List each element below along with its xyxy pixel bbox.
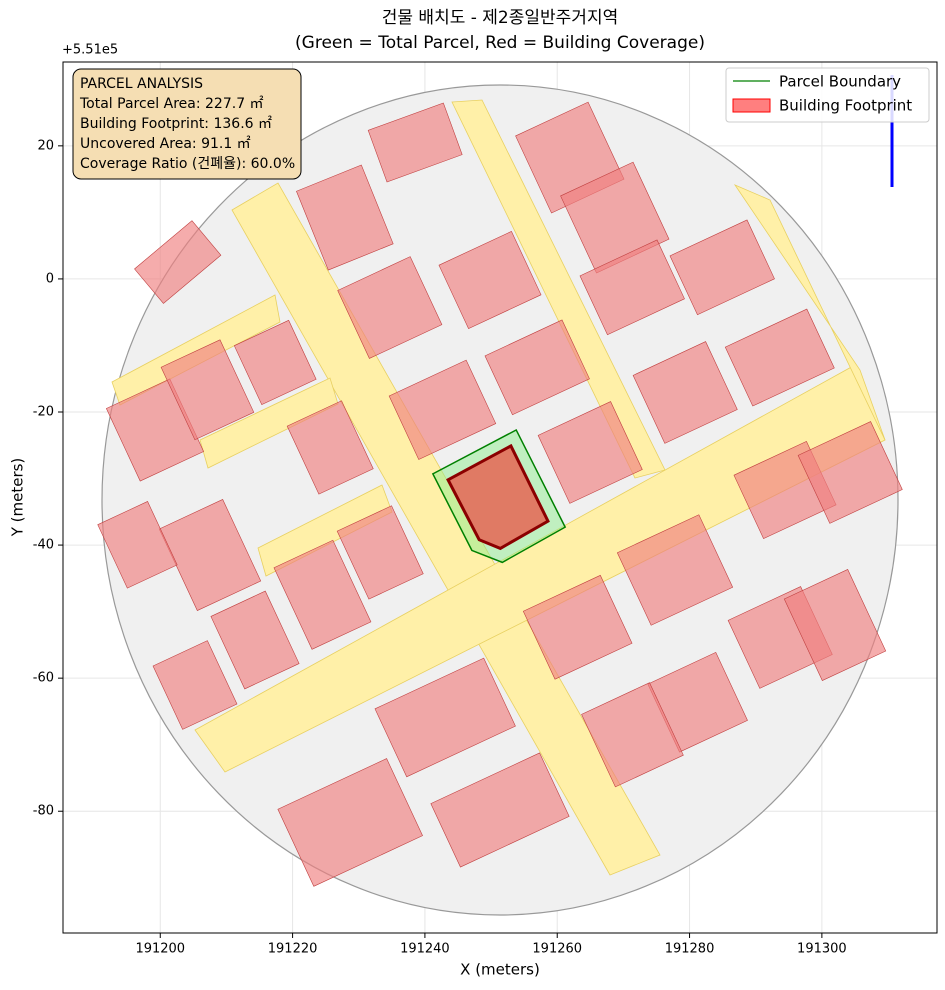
chart-subtitle: (Green = Total Parcel, Red = Building Co… <box>295 33 705 53</box>
background-building <box>438 230 542 330</box>
background-building <box>296 164 394 271</box>
background-building <box>134 220 222 304</box>
background-buildings <box>97 101 903 887</box>
road <box>111 294 281 406</box>
annotation-line: PARCEL ANALYSIS <box>80 76 203 92</box>
legend-swatch <box>732 98 771 113</box>
x-tick-label: 191240 <box>400 942 450 957</box>
y-tick-label: -20 <box>33 404 54 419</box>
x-tick-label: 191200 <box>135 942 185 957</box>
x-tick-label: 191300 <box>797 942 847 957</box>
background-building <box>97 501 178 589</box>
legend: Parcel Boundary Building Footprint <box>725 67 930 123</box>
background-building <box>337 256 443 359</box>
background-building <box>669 219 775 316</box>
parcel-layer <box>431 428 567 564</box>
background-building <box>388 359 497 460</box>
x-tick-label: 191260 <box>532 942 582 957</box>
background-building <box>277 758 423 887</box>
legend-box <box>725 67 930 123</box>
background-building <box>160 339 255 441</box>
background-building <box>632 341 738 444</box>
annotation-line: Uncovered Area: 91.1 ㎡ <box>80 136 251 152</box>
annotation-box <box>72 68 302 180</box>
background-building <box>336 505 424 600</box>
background-building <box>616 514 734 626</box>
background-building <box>783 569 887 681</box>
chart-title: 건물 배치도 - 제2종일반주거지역 <box>382 8 618 28</box>
background-building <box>233 319 317 405</box>
background-building <box>724 308 835 407</box>
annotation-line: Building Footprint: 136.6 ㎡ <box>80 116 272 132</box>
background-building <box>484 319 590 416</box>
background-building <box>152 640 238 730</box>
plot-frame <box>62 61 938 934</box>
y-offset-label: +5.51e5 <box>62 43 118 58</box>
background-building <box>273 539 372 650</box>
x-tick-label: 191280 <box>665 942 715 957</box>
annotation-line: Total Parcel Area: 227.7 ㎡ <box>79 96 264 112</box>
y-tick-label: -40 <box>33 538 54 553</box>
annotation-line: Coverage Ratio (건폐율): 60.0% <box>80 156 295 172</box>
background-building <box>579 239 685 336</box>
y-tick-label: -80 <box>33 804 54 819</box>
road <box>231 182 661 876</box>
x-axis-label: X (meters) <box>460 961 540 979</box>
road <box>733 184 886 441</box>
background-building <box>210 590 300 690</box>
background-building <box>797 421 903 524</box>
legend-label: Building Footprint <box>779 97 912 115</box>
background-building <box>158 499 262 611</box>
background-building <box>537 401 643 504</box>
background-building <box>522 574 633 680</box>
y-tick-label: 0 <box>46 271 54 286</box>
x-tick-label: 191220 <box>268 942 318 957</box>
y-axis-label: Y (meters) <box>9 458 27 538</box>
background-building <box>286 400 374 495</box>
background-building <box>430 752 570 868</box>
background-building <box>581 682 684 788</box>
legend-label: Parcel Boundary <box>779 73 901 91</box>
y-tick-label: -60 <box>33 671 54 686</box>
y-tick-label: 20 <box>37 138 54 153</box>
building-polygon <box>446 443 550 551</box>
background-building <box>367 102 463 183</box>
annotation: PARCEL ANALYSIS Total Parcel Area: 227.7 … <box>79 76 295 172</box>
background-building <box>374 657 516 778</box>
